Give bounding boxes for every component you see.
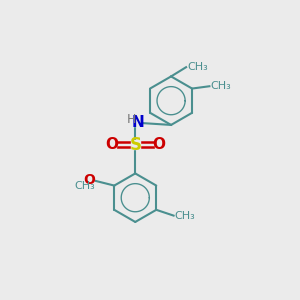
Bar bbox=[131, 140, 140, 149]
Text: S: S bbox=[129, 136, 141, 154]
Text: CH₃: CH₃ bbox=[187, 62, 208, 72]
Text: O: O bbox=[106, 137, 119, 152]
Bar bbox=[109, 141, 116, 148]
Text: N: N bbox=[131, 115, 144, 130]
Text: CH₃: CH₃ bbox=[74, 181, 94, 190]
Text: CH₃: CH₃ bbox=[210, 81, 231, 91]
Text: O: O bbox=[83, 173, 94, 187]
Bar bbox=[155, 141, 162, 148]
Text: CH₃: CH₃ bbox=[175, 211, 195, 220]
Text: O: O bbox=[152, 137, 165, 152]
Bar bbox=[130, 119, 140, 126]
Text: H: H bbox=[126, 113, 136, 126]
